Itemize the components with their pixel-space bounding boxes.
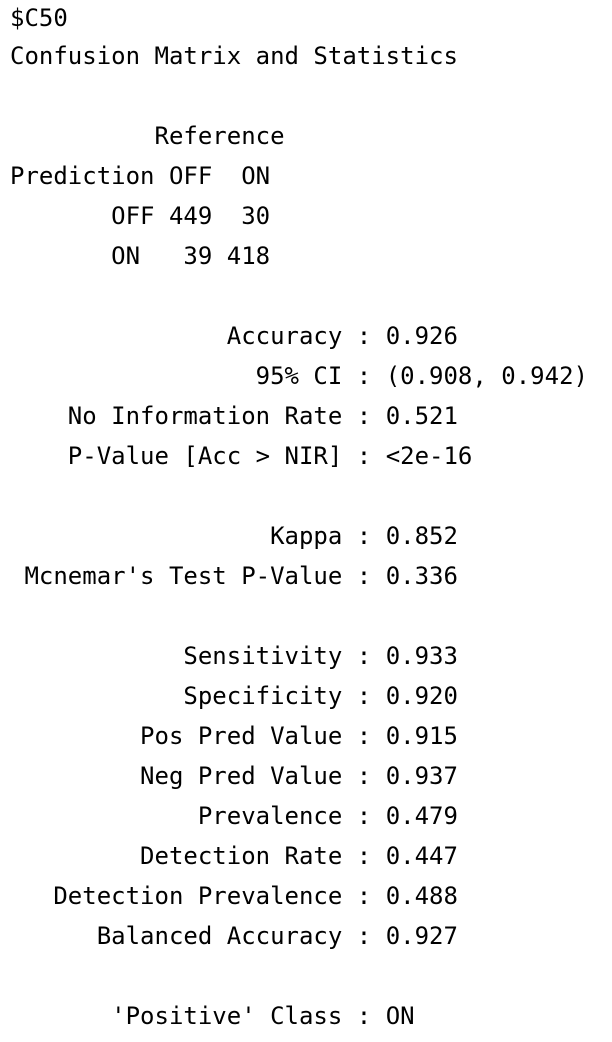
confusion-matrix: Reference Prediction OFF ON OFF 449 30 O… <box>10 116 610 276</box>
stat-row: P-Value [Acc > NIR] : <2e-16 <box>10 436 610 476</box>
list-name: $C50 <box>10 4 68 32</box>
stat-label: 95% CI : <box>10 362 386 390</box>
matrix-reference-label: Reference <box>10 122 285 150</box>
class-statistics: Sensitivity : 0.933 Specificity : 0.920 … <box>10 636 610 956</box>
stat-value: 0.336 <box>385 562 458 590</box>
stat-row: No Information Rate : 0.521 <box>10 396 610 436</box>
stat-label: Mcnemar's Test P-Value : <box>10 562 386 590</box>
stat-row: Sensitivity : 0.933 <box>10 636 610 676</box>
matrix-header-row: Prediction OFF ON <box>10 162 271 190</box>
stat-row: Specificity : 0.920 <box>10 676 610 716</box>
stat-label: Kappa : <box>10 522 386 550</box>
stat-value: 0.488 <box>385 882 458 910</box>
stat-value: 0.927 <box>385 922 458 950</box>
stat-label: Accuracy : <box>10 322 386 350</box>
positive-class-label: 'Positive' Class : <box>10 1002 386 1030</box>
stat-label: Neg Pred Value : <box>10 762 386 790</box>
stat-label: Balanced Accuracy : <box>10 922 386 950</box>
stat-value: 0.926 <box>385 322 458 350</box>
positive-class-value: ON <box>385 1002 415 1030</box>
stat-label: Prevalence : <box>10 802 386 830</box>
stat-label: P-Value [Acc > NIR] : <box>10 442 386 470</box>
stat-label: No Information Rate : <box>10 402 386 430</box>
stat-row: Accuracy : 0.926 <box>10 316 610 356</box>
stat-label: Detection Prevalence : <box>10 882 386 910</box>
overall-statistics: Accuracy : 0.926 95% CI : (0.908, 0.942)… <box>10 316 610 476</box>
stat-value: 0.915 <box>385 722 458 750</box>
stat-row: Kappa : 0.852 <box>10 516 610 556</box>
stat-row: Mcnemar's Test P-Value : 0.336 <box>10 556 610 596</box>
stat-label: Detection Rate : <box>10 842 386 870</box>
stat-value: 0.447 <box>385 842 458 870</box>
stat-value: <2e-16 <box>385 442 473 470</box>
positive-class-row: 'Positive' Class : ON <box>10 996 610 1036</box>
stat-value: 0.920 <box>385 682 458 710</box>
matrix-row-off: OFF 449 30 <box>10 202 271 230</box>
stat-value: (0.908, 0.942) <box>385 362 588 390</box>
stat-row: Detection Rate : 0.447 <box>10 836 610 876</box>
stat-row: Prevalence : 0.479 <box>10 796 610 836</box>
matrix-row-on: ON 39 418 <box>10 242 271 270</box>
stat-value: 0.479 <box>385 802 458 830</box>
stat-label: Sensitivity : <box>10 642 386 670</box>
agreement-statistics: Kappa : 0.852 Mcnemar's Test P-Value : 0… <box>10 516 610 596</box>
stat-row: Neg Pred Value : 0.937 <box>10 756 610 796</box>
output-title: Confusion Matrix and Statistics <box>10 42 458 70</box>
stat-label: Pos Pred Value : <box>10 722 386 750</box>
stat-row: Balanced Accuracy : 0.927 <box>10 916 610 956</box>
stat-row: Detection Prevalence : 0.488 <box>10 876 610 916</box>
stat-value: 0.521 <box>385 402 458 430</box>
stat-label: Specificity : <box>10 682 386 710</box>
stat-value: 0.937 <box>385 762 458 790</box>
stat-row: Pos Pred Value : 0.915 <box>10 716 610 756</box>
stat-row: 95% CI : (0.908, 0.942) <box>10 356 610 396</box>
stat-value: 0.933 <box>385 642 458 670</box>
stat-value: 0.852 <box>385 522 458 550</box>
r-console-output: $C50 Confusion Matrix and Statistics Ref… <box>10 0 610 1036</box>
